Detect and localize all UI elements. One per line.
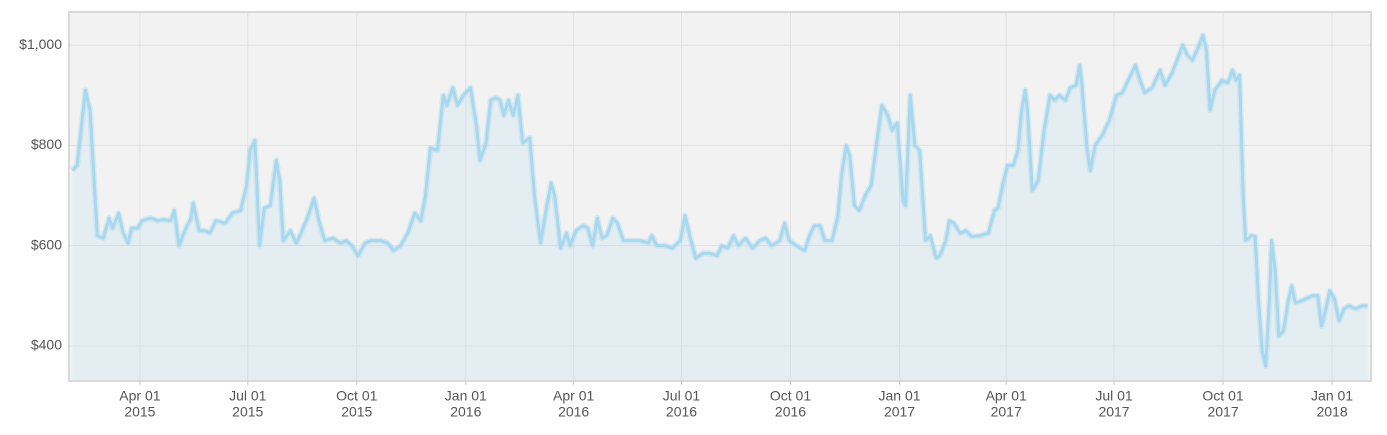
- x-tick-label: 2017: [1098, 404, 1129, 420]
- x-tick-label: Apr 01: [986, 388, 1027, 404]
- x-tick-label: Oct 01: [336, 388, 377, 404]
- x-tick-label: 2015: [232, 404, 263, 420]
- x-tick-label: 2017: [884, 404, 915, 420]
- x-tick-label: Apr 01: [119, 388, 160, 404]
- x-tick-label: 2018: [1317, 404, 1348, 420]
- y-tick-label: $1,000: [19, 36, 62, 52]
- x-tick-label: 2015: [124, 404, 155, 420]
- x-tick-label: 2015: [341, 404, 372, 420]
- line: [71, 33, 1368, 368]
- x-tick-label: Jul 01: [1095, 388, 1133, 404]
- x-tick-label: Jul 01: [663, 388, 701, 404]
- x-tick-label: 2017: [991, 404, 1022, 420]
- x-tick-label: Oct 01: [770, 388, 811, 404]
- y-tick-label: $400: [31, 337, 62, 353]
- x-tick-label: 2016: [450, 404, 481, 420]
- y-tick-label: $600: [31, 236, 62, 252]
- x-tick-label: 2016: [775, 404, 806, 420]
- x-tick-label: Oct 01: [1202, 388, 1243, 404]
- x-tick-label: Apr 01: [553, 388, 594, 404]
- x-tick-label: Jan 01: [879, 388, 921, 404]
- x-tick-label: Jul 01: [229, 388, 267, 404]
- x-tick-label: Jan 01: [445, 388, 487, 404]
- x-tick-label: 2016: [558, 404, 589, 420]
- plot-area: [68, 11, 1372, 382]
- x-tick-label: 2017: [1207, 404, 1238, 420]
- x-tick-label: 2016: [666, 404, 697, 420]
- x-tick-label: Jan 01: [1311, 388, 1353, 404]
- area: [72, 35, 1368, 380]
- y-tick-label: $800: [31, 136, 62, 152]
